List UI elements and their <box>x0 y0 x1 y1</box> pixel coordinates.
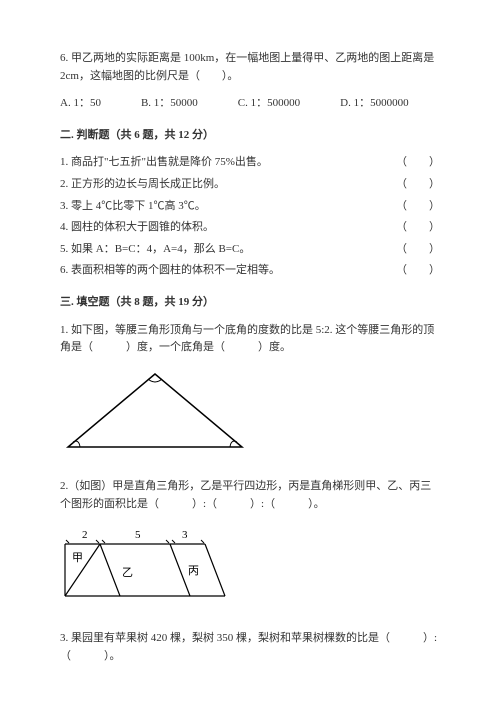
question-6: 6. 甲乙两地的实际距离是 100km，在一幅地图上量得甲、乙两地的图上距离是2… <box>60 50 440 85</box>
judge-item-4: 4. 圆柱的体积大于圆锥的体积。 （ ） <box>60 219 440 237</box>
judge-text: 3. 零上 4℃比零下 1℃高 3℃。 <box>60 198 390 216</box>
yi-left <box>100 544 120 596</box>
label-jia: 甲 <box>72 552 83 564</box>
left-base-arc <box>73 441 80 447</box>
judge-item-2: 2. 正方形的边长与周长成正比例。 （ ） <box>60 176 440 194</box>
shapes-svg: 2 5 3 甲 乙 丙 <box>60 526 230 606</box>
judge-paren: （ ） <box>390 176 440 194</box>
fill-q2-line2: 个图形的面积比是（ ）:（ ）:（ ）。 <box>60 496 440 514</box>
fill-q3: 3. 果园里有苹果树 420 棵，梨树 350 棵，梨树和苹果树棵数的比是（ ）… <box>60 630 440 665</box>
right-base-arc <box>230 441 237 447</box>
section2-title: 二. 判断题（共 6 题，共 12 分） <box>60 127 440 145</box>
apex-arc <box>148 379 162 382</box>
judge-paren: （ ） <box>390 198 440 216</box>
judge-text: 5. 如果 A：B=C：4，A=4，那么 B=C。 <box>60 241 390 259</box>
judge-paren: （ ） <box>390 219 440 237</box>
judge-item-5: 5. 如果 A：B=C：4，A=4，那么 B=C。 （ ） <box>60 241 440 259</box>
judge-text: 6. 表面积相等的两个圆柱的体积不一定相等。 <box>60 262 390 280</box>
right-slant <box>205 544 225 596</box>
q6-option-d: D. 1：5000000 <box>340 95 408 113</box>
q6-text: 6. 甲乙两地的实际距离是 100km，在一幅地图上量得甲、乙两地的图上距离是2… <box>60 52 434 82</box>
q6-option-c: C. 1：500000 <box>238 95 300 113</box>
label-top2: 5 <box>135 529 141 541</box>
tick-3b <box>201 540 204 543</box>
label-top3: 3 <box>182 529 188 541</box>
q6-option-a: A. 1：50 <box>60 95 101 113</box>
judge-text: 4. 圆柱的体积大于圆锥的体积。 <box>60 219 390 237</box>
triangle-svg <box>60 369 250 454</box>
tick-2a <box>102 540 105 543</box>
judge-item-6: 6. 表面积相等的两个圆柱的体积不一定相等。 （ ） <box>60 262 440 280</box>
judge-item-1: 1. 商品打"七五折"出售就是降价 75%出售。 （ ） <box>60 154 440 172</box>
q6-option-b: B. 1：50000 <box>141 95 198 113</box>
fill-q3-line1: 3. 果园里有苹果树 420 棵，梨树 350 棵，梨树和苹果树棵数的比是（ ）… <box>60 630 440 648</box>
triangle-shape <box>68 374 242 447</box>
yi-right <box>170 544 190 596</box>
tick-1a <box>66 540 69 543</box>
fill-q1-line2: 角是（ ）度，一个底角是（ ）度。 <box>60 339 440 357</box>
q6-options: A. 1：50 B. 1：50000 C. 1：500000 D. 1：5000… <box>60 95 440 113</box>
figure-triangle <box>60 369 440 461</box>
fill-q1-line1: 1. 如下图，等腰三角形顶角与一个底角的度数的比是 5:2. 这个等腰三角形的顶 <box>60 322 440 340</box>
fill-q2-line1: 2.（如图）甲是直角三角形，乙是平行四边形，丙是直角梯形则甲、乙、丙三 <box>60 478 440 496</box>
judge-paren: （ ） <box>390 154 440 172</box>
label-bing: 丙 <box>188 565 199 577</box>
label-yi: 乙 <box>122 566 133 579</box>
tick-1b <box>96 540 99 543</box>
judge-text: 1. 商品打"七五折"出售就是降价 75%出售。 <box>60 154 390 172</box>
judge-paren: （ ） <box>390 241 440 259</box>
tick-3a <box>172 540 175 543</box>
tick-2b <box>166 540 169 543</box>
figure-shapes: 2 5 3 甲 乙 丙 <box>60 526 440 613</box>
judge-paren: （ ） <box>390 262 440 280</box>
fill-q3-line2: （ ）。 <box>60 648 440 666</box>
fill-q2: 2.（如图）甲是直角三角形，乙是平行四边形，丙是直角梯形则甲、乙、丙三 个图形的… <box>60 478 440 513</box>
judge-item-3: 3. 零上 4℃比零下 1℃高 3℃。 （ ） <box>60 198 440 216</box>
judge-text: 2. 正方形的边长与周长成正比例。 <box>60 176 390 194</box>
section3-title: 三. 填空题（共 8 题，共 19 分） <box>60 294 440 312</box>
label-top1: 2 <box>82 529 88 541</box>
fill-q1: 1. 如下图，等腰三角形顶角与一个底角的度数的比是 5:2. 这个等腰三角形的顶… <box>60 322 440 357</box>
